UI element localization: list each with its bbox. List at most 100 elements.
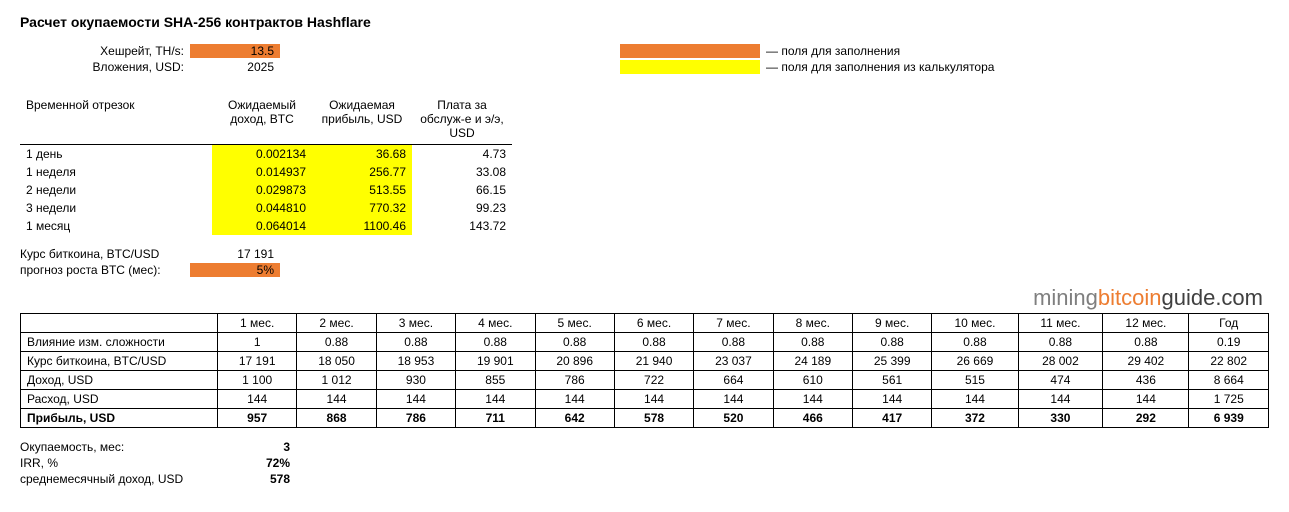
cell: 0.88 [694,333,773,352]
cell: 520 [694,409,773,428]
cell: 144 [614,390,693,409]
periods-header-period: Временной отрезок [20,94,212,145]
cell: 417 [853,409,932,428]
summary: Окупаемость, мес: 3 IRR, % 72% среднемес… [20,440,1269,486]
row-label: Доход, USD [21,371,218,390]
cell: 1 012 [297,371,376,390]
row-label: Курс биткоина, BTC/USD [21,352,218,371]
btc-cell[interactable]: 0.044810 [212,199,312,217]
watermark-p3: guide.com [1161,285,1263,310]
period-cell: 1 день [20,145,212,164]
table-row: 1 неделя0.014937256.7733.08 [20,163,512,181]
cell: 1 [218,333,297,352]
usd-cell[interactable]: 256.77 [312,163,412,181]
usd-cell[interactable]: 770.32 [312,199,412,217]
cell: 1 725 [1189,390,1269,409]
cell: 23 037 [694,352,773,371]
table-row: 3 недели0.044810770.3299.23 [20,199,512,217]
cell: 18 953 [376,352,455,371]
period-cell: 1 неделя [20,163,212,181]
input-params: Хешрейт, TH/s: 13.5 Вложения, USD: 2025 [20,44,280,74]
cell: 0.19 [1189,333,1269,352]
top-row: Хешрейт, TH/s: 13.5 Вложения, USD: 2025 … [20,44,1269,74]
cell: 20 896 [535,352,614,371]
table-row: Влияние изм. сложности10.880.880.880.880… [21,333,1269,352]
irr-label: IRR, % [20,456,230,470]
cell: 1 100 [218,371,297,390]
hashrate-value[interactable]: 13.5 [190,44,280,58]
cell: 0.88 [535,333,614,352]
monthly-header-month: 10 мес. [932,314,1018,333]
period-cell: 2 недели [20,181,212,199]
usd-cell[interactable]: 36.68 [312,145,412,164]
periods-header-income: Ожидаемый доход, BTC [212,94,312,145]
cell: 711 [456,409,535,428]
cell: 144 [535,390,614,409]
cell: 642 [535,409,614,428]
monthly-header-month: 8 мес. [773,314,852,333]
btc-cell[interactable]: 0.029873 [212,181,312,199]
table-row: Прибыль, USD9578687867116425785204664173… [21,409,1269,428]
cell: 144 [376,390,455,409]
cell: 578 [614,409,693,428]
cell: 17 191 [218,352,297,371]
cell: 28 002 [1018,352,1103,371]
monthly-header-month: 3 мес. [376,314,455,333]
cell: 786 [535,371,614,390]
cell: 372 [932,409,1018,428]
cell: 466 [773,409,852,428]
usd-cell[interactable]: 513.55 [312,181,412,199]
payback-label: Окупаемость, мес: [20,440,230,454]
cell: 25 399 [853,352,932,371]
cell: 474 [1018,371,1103,390]
btc-cell[interactable]: 0.064014 [212,217,312,235]
row-label: Расход, USD [21,390,218,409]
cell: 0.88 [297,333,376,352]
cell: 0.88 [1103,333,1189,352]
monthly-header-month: Год [1189,314,1269,333]
cell: 855 [456,371,535,390]
usd-cell[interactable]: 1100.46 [312,217,412,235]
cell: 144 [694,390,773,409]
cell: 6 939 [1189,409,1269,428]
row-label: Прибыль, USD [21,409,218,428]
cell: 957 [218,409,297,428]
cell: 21 940 [614,352,693,371]
table-row: 1 месяц0.0640141100.46143.72 [20,217,512,235]
cell: 0.88 [853,333,932,352]
cell: 664 [694,371,773,390]
monthly-header-month: 1 мес. [218,314,297,333]
investment-value: 2025 [190,60,280,74]
cell: 144 [456,390,535,409]
watermark: miningbitcoinguide.com [20,285,1269,311]
cell: 144 [218,390,297,409]
growth-label: прогноз роста BTC (мес): [20,263,190,277]
cell: 0.88 [1018,333,1103,352]
cell: 722 [614,371,693,390]
cell: 786 [376,409,455,428]
table-row: 1 день0.00213436.684.73 [20,145,512,164]
cell: 515 [932,371,1018,390]
page-title: Расчет окупаемости SHA-256 контрактов Ha… [20,14,1269,30]
btc-cell[interactable]: 0.014937 [212,163,312,181]
growth-value[interactable]: 5% [190,263,280,277]
cell: 436 [1103,371,1189,390]
cell: 330 [1018,409,1103,428]
cell: 0.88 [932,333,1018,352]
monthly-header-month: 9 мес. [853,314,932,333]
period-cell: 1 месяц [20,217,212,235]
monthly-header-month: 6 мес. [614,314,693,333]
monthly-header-first [21,314,218,333]
legend-swatch-orange [620,44,760,58]
cell: 18 050 [297,352,376,371]
btc-cell[interactable]: 0.002134 [212,145,312,164]
legend-swatch-yellow [620,60,760,74]
cell: 144 [1018,390,1103,409]
table-row: 2 недели0.029873513.5566.15 [20,181,512,199]
monthly-header-month: 11 мес. [1018,314,1103,333]
table-row: Курс биткоина, BTC/USD17 19118 05018 953… [21,352,1269,371]
fee-cell: 66.15 [412,181,512,199]
avg-value: 578 [230,472,290,486]
periods-header-profit: Ожидаемая прибыль, USD [312,94,412,145]
hashrate-label: Хешрейт, TH/s: [20,44,190,58]
